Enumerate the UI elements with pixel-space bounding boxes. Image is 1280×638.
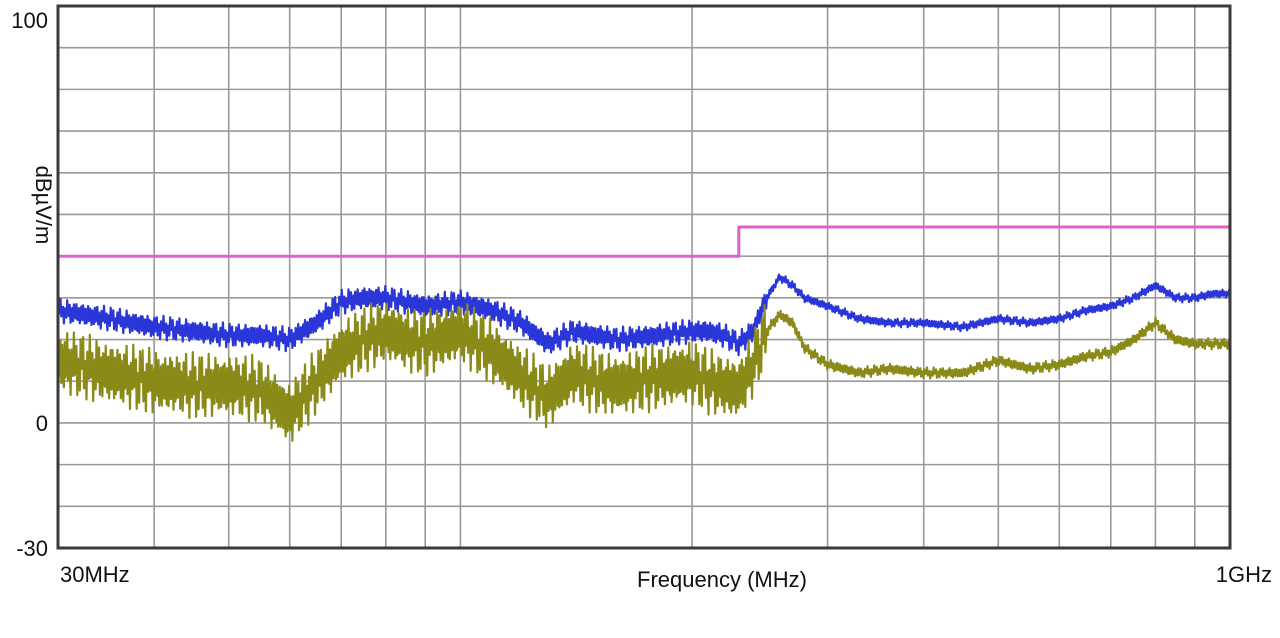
y-tick-label: 0 [36,411,48,436]
grid [58,6,1230,548]
y-tick-label: -30 [16,536,48,561]
y-tick-labels: 100 0 -30 [11,8,48,561]
x-axis-title: Frequency (MHz) [637,567,807,592]
series-line [56,302,1232,442]
series-layer [56,225,1232,442]
y-axis-title: dBµV/m [31,166,56,245]
series-line [56,273,1232,357]
x-tick-label: 30MHz [60,562,130,587]
y-tick-label: 100 [11,8,48,33]
series-line [58,225,1230,258]
x-tick-labels: 30MHz 1GHz [60,562,1272,587]
plot-frame [56,4,1232,550]
x-tick-label: 1GHz [1216,562,1272,587]
